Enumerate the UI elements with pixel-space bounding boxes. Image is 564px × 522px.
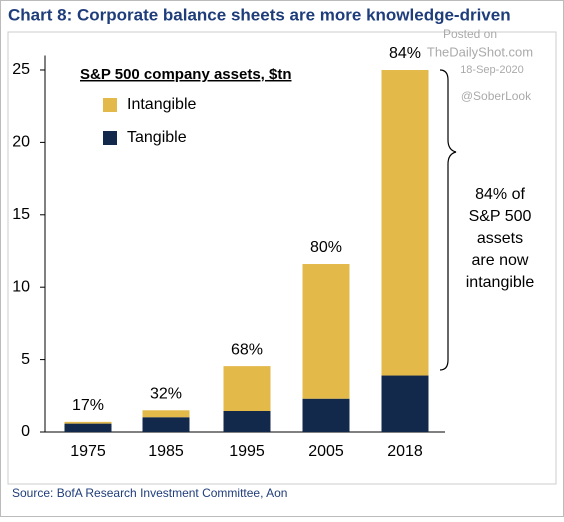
watermark: @SoberLook (461, 89, 532, 103)
x-tick-label: 1995 (229, 443, 265, 460)
x-tick-label: 1975 (70, 443, 106, 460)
bar-segment (302, 398, 350, 432)
bar-annotation: 17% (72, 397, 104, 414)
bar-segment (64, 421, 112, 424)
chart-title: Chart 8: Corporate balance sheets are mo… (8, 5, 511, 24)
note: S&P 500 (469, 208, 532, 225)
bar-segment (223, 411, 271, 432)
bar-segment (302, 264, 350, 399)
bar-segment (381, 375, 429, 432)
y-tick-label: 0 (21, 423, 30, 440)
watermark: TheDailyShot.com (427, 44, 533, 59)
y-tick-label: 5 (21, 351, 30, 368)
y-tick-label: 15 (12, 206, 30, 223)
plot-frame (7, 31, 557, 485)
bar-annotation: 32% (150, 385, 182, 402)
y-tick-label: 25 (12, 61, 30, 78)
bar-annotation: 80% (310, 239, 342, 256)
x-tick-label: 1985 (148, 443, 184, 460)
x-tick-label: 2005 (308, 443, 344, 460)
watermark: 18-Sep-2020 (460, 64, 524, 76)
bar-segment (142, 410, 190, 418)
bar-segment (64, 423, 112, 432)
note: assets (477, 230, 523, 247)
bar-segment (381, 69, 429, 376)
note: 84% of (475, 186, 525, 203)
bar-segment (223, 366, 271, 412)
legend-label: Tangible (127, 129, 187, 146)
x-tick-label: 2018 (387, 443, 423, 460)
note: are now (472, 252, 529, 269)
bar-segment (142, 417, 190, 432)
note: intangible (466, 274, 535, 291)
source: Source: BofA Research Investment Committ… (12, 486, 287, 500)
bar-annotation: 84% (389, 45, 421, 62)
watermark: Posted on (443, 27, 497, 41)
y-tick-label: 20 (12, 134, 30, 151)
y-tick-label: 10 (12, 278, 30, 295)
legend-swatch (103, 131, 117, 145)
bar-annotation: 68% (231, 341, 263, 358)
legend-title: S&P 500 company assets, $tn (80, 66, 292, 83)
legend-label: Intangible (127, 96, 196, 113)
legend-swatch (103, 98, 117, 112)
bracket (439, 69, 457, 371)
